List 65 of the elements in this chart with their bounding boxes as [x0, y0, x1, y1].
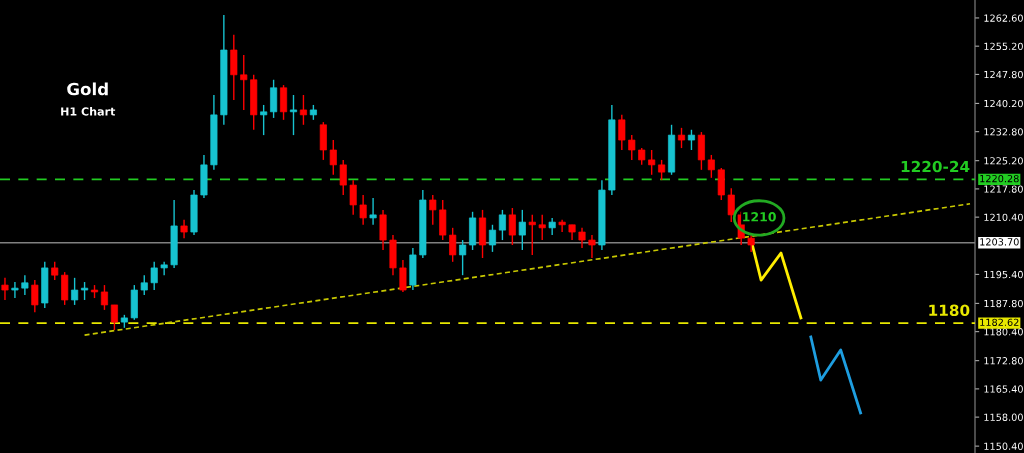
candlestick [11, 281, 19, 299]
candlestick [180, 219, 188, 239]
y-tick-label: 1187.80 [984, 299, 1023, 308]
y-tick-label: 1158.00 [984, 413, 1023, 421]
y-tick-label: 1247.80 [984, 70, 1023, 79]
candlestick [359, 194, 367, 226]
y-tick-label: 1225.20 [984, 157, 1023, 165]
candlestick [528, 214, 536, 256]
candlestick [399, 259, 407, 293]
candlestick [21, 274, 29, 296]
candlestick [100, 284, 108, 311]
candlestick [538, 214, 546, 241]
text: 1203.70 [980, 238, 1019, 246]
candlestick [459, 239, 467, 276]
text: Gold [67, 82, 108, 96]
annotation: 1180 [929, 304, 970, 317]
annotation: 1210 [743, 212, 776, 222]
candlestick [707, 154, 715, 179]
y-tick-label: 1172.80 [984, 357, 1023, 365]
candlestick [687, 129, 695, 151]
y-tick-label: 1210.40 [984, 213, 1023, 221]
candlestick [498, 209, 506, 241]
y-tick-label: 1217.80 [984, 185, 1023, 193]
y-tick-label: 1255.20 [984, 42, 1023, 51]
line-series [809, 335, 862, 415]
y-tick-label: 1180.40 [984, 328, 1023, 336]
candlestick [558, 219, 566, 233]
candlestick [588, 234, 596, 259]
candlestick [727, 187, 735, 223]
y-tick-label: 1240.20 [984, 99, 1023, 108]
text: H1 Chart [61, 107, 116, 116]
candlestick [299, 94, 307, 126]
candlestick [31, 279, 39, 313]
y-tick-label: 1232.80 [984, 128, 1023, 136]
candlestick [110, 304, 118, 331]
candlestick [449, 227, 457, 263]
candlestick [71, 277, 79, 306]
candlestick [349, 179, 357, 216]
y-tick-label: 1195.40 [984, 270, 1023, 279]
candlestick [628, 134, 636, 161]
candlestick [150, 261, 158, 291]
candlestick [658, 159, 666, 181]
annotation: 1220-24 [901, 160, 970, 173]
candlestick [140, 274, 148, 296]
y-tick-label: 1150.40 [984, 442, 1023, 450]
candlestick [1, 277, 9, 301]
candlestick [648, 149, 656, 176]
candlestick [51, 261, 59, 281]
candlestick [339, 159, 347, 196]
candlestick [518, 209, 526, 251]
candlestick [369, 197, 377, 226]
candlestick [618, 114, 626, 151]
candlestick [578, 227, 586, 249]
candlestick [508, 207, 516, 246]
candlestick [488, 224, 497, 253]
text: 1220.28 [980, 174, 1019, 183]
y-tick-label: 1165.40 [984, 385, 1023, 393]
text: 1182.62 [980, 318, 1019, 326]
candlestick [260, 104, 268, 136]
y-tick-label: 1262.60 [984, 14, 1023, 22]
candlestick [329, 139, 337, 176]
candlestick [677, 127, 686, 149]
candlestick [240, 54, 248, 111]
candlestick [289, 94, 298, 136]
candlestick [429, 194, 437, 226]
